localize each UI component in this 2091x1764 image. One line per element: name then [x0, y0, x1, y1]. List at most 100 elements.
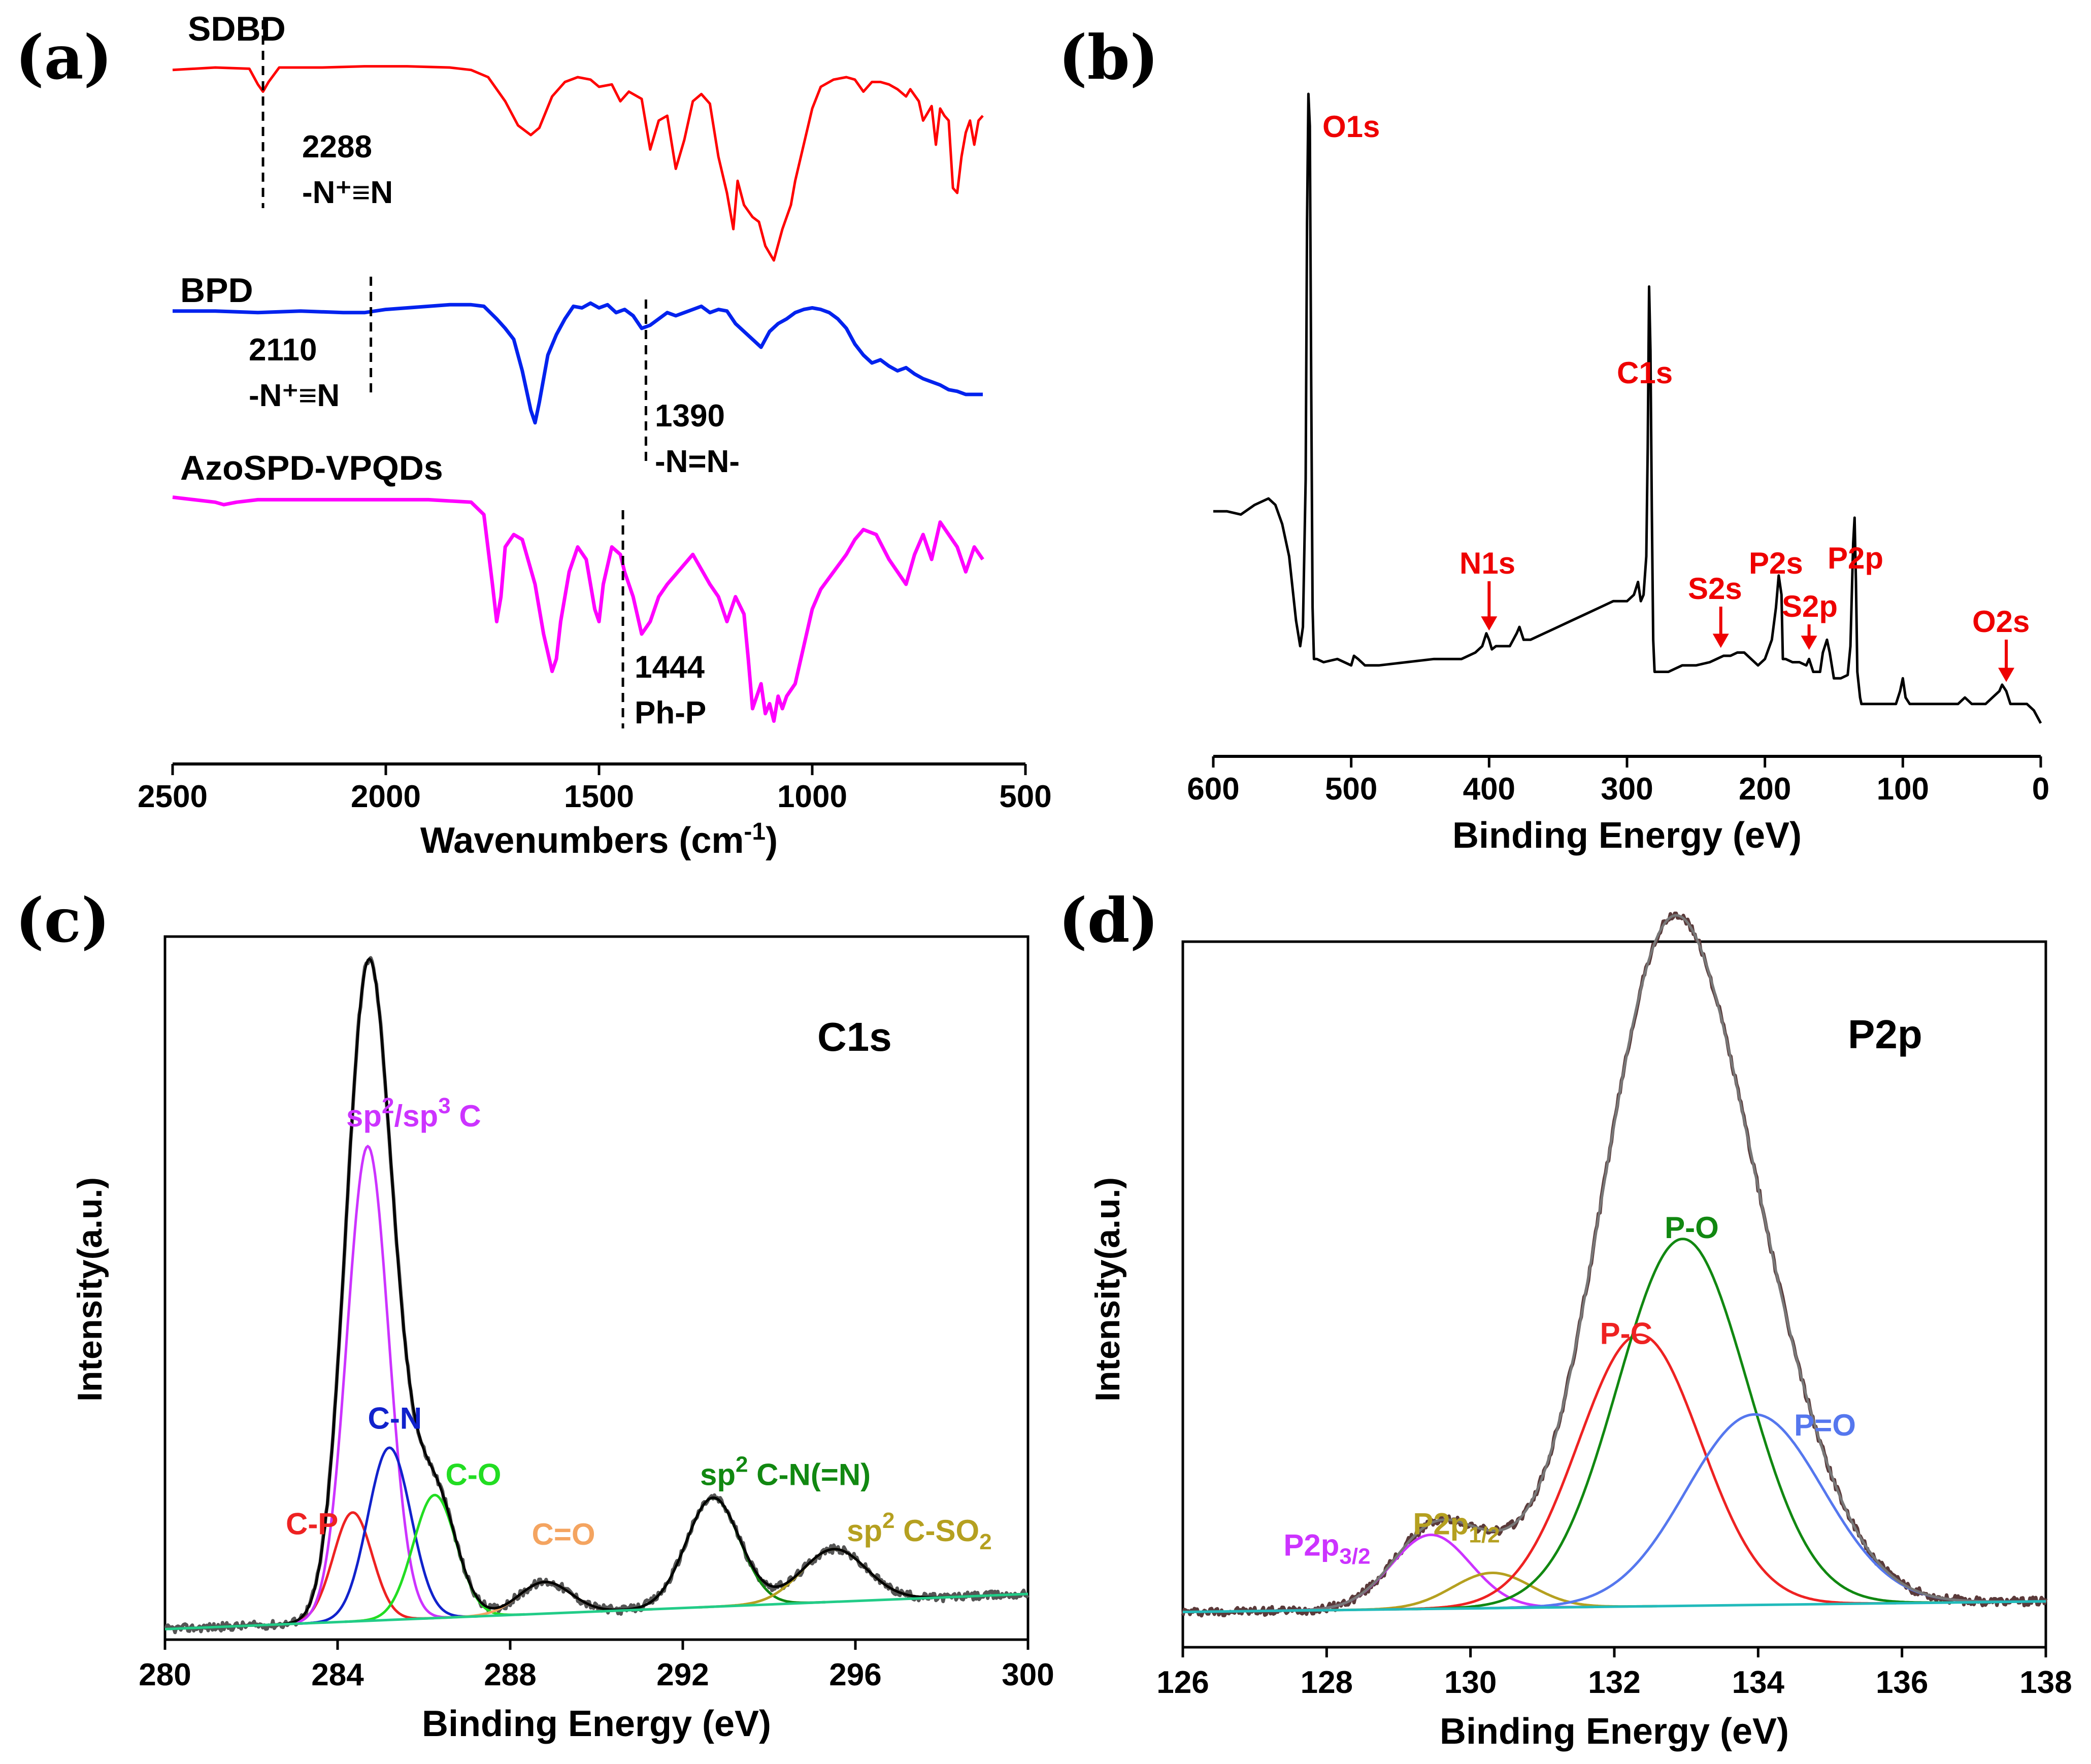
curve-label: SDBD: [188, 10, 286, 48]
panel-c-c1s-chart: (c) 280 284 288 292 296 300 Binding Energy (eV)…: [15, 885, 1054, 1744]
x-tick-label: 130: [1444, 1665, 1497, 1700]
envelope-fit-line: [1183, 914, 2046, 1613]
peak-arrowhead: [1801, 636, 1817, 650]
peak-label: C-N: [368, 1402, 422, 1436]
peak-label-part: 3/2: [1339, 1544, 1370, 1569]
y-axis-title: Intensity(a.u.): [1088, 1177, 1127, 1402]
peak-label: P-O: [1665, 1211, 1719, 1245]
component-curve: [345, 1493, 525, 1623]
peak-arrowhead: [1481, 616, 1498, 631]
peak-label-part: 2: [382, 1093, 394, 1118]
x-tick-label: 296: [829, 1657, 881, 1692]
annotation-assignment: -N⁺≡N: [302, 175, 393, 210]
peak-label: C-O: [446, 1457, 502, 1491]
panel-label: (c): [15, 885, 110, 956]
x-tick-label: 500: [1325, 772, 1377, 807]
x-tick-label: 2000: [351, 779, 421, 814]
x-tick-label: 288: [484, 1657, 536, 1692]
peak-label-part: 2: [736, 1452, 748, 1477]
peak-label-part: sp: [346, 1099, 382, 1133]
component-curve: [281, 1144, 454, 1626]
peak-label-s2p: S2p: [1782, 589, 1838, 623]
panel-b-xps-survey-chart: (b) 600 500 400 300 200 100 0 Binding Energy (eV…: [1058, 22, 2049, 856]
x-tick-label: 134: [1732, 1665, 1785, 1700]
x-tick-label: 500: [999, 779, 1051, 814]
x-tick-label: 200: [1739, 772, 1791, 807]
peak-label: C-P: [286, 1507, 338, 1541]
baseline-line: [164, 1592, 1028, 1630]
x-tick-label: 0: [2032, 772, 2049, 807]
peak-label-part: C: [451, 1099, 481, 1133]
panel-label: (a): [15, 22, 112, 93]
x-tick-label: 1000: [777, 779, 847, 814]
envelope-fit-line: [164, 957, 1028, 1630]
x-axis-title-main: Wavenumbers (cm: [420, 820, 744, 861]
component-curve: [601, 1496, 825, 1613]
x-axis-title: Wavenumbers (cm-1): [420, 818, 778, 861]
peak-label-part: /sp: [394, 1099, 439, 1133]
x-axis-title-sup: -1: [744, 818, 766, 845]
peak-label-s2s: S2s: [1688, 572, 1742, 606]
annotation-assignment: -N=N-: [655, 444, 740, 479]
peak-label-part: C-SO: [895, 1514, 980, 1548]
annotation-value: 2288: [302, 129, 372, 164]
panel-a-ftir-chart: (a) 2500 2000 1500 1000 500 Wavenumbers (cm-1)…: [15, 10, 1052, 861]
panel-label: (d): [1058, 885, 1158, 956]
panel-label: (b): [1058, 22, 1158, 93]
x-tick-label: 2500: [138, 779, 208, 814]
peak-label: sp2 C-N(=N): [700, 1452, 871, 1491]
peak-arrowhead: [1998, 668, 2015, 682]
peak-label: sp2/sp3 C: [346, 1093, 481, 1133]
x-tick-label: 100: [1877, 772, 1929, 807]
component-curve: [1411, 1238, 1954, 1611]
curve-label: BPD: [180, 271, 253, 310]
curve-label: AzoSPD-VPQDs: [180, 449, 443, 487]
x-tick-label: 400: [1463, 772, 1515, 807]
x-axis-title: Binding Energy (eV): [422, 1704, 771, 1744]
peak-label: sp2 C-SO2: [847, 1508, 992, 1554]
peak-label-part: sp: [700, 1457, 736, 1491]
peak-label-part: C-N(=N): [748, 1457, 871, 1491]
x-tick-label: 300: [1002, 1657, 1054, 1692]
annotation-value: 1390: [655, 398, 725, 434]
peak-label-part: 1/2: [1469, 1523, 1500, 1548]
y-axis-title: Intensity(a.u.): [71, 1177, 109, 1402]
x-tick-label: 126: [1156, 1665, 1209, 1700]
x-axis-title: Binding Energy (eV): [1440, 1711, 1789, 1752]
x-tick-label: 600: [1187, 772, 1239, 807]
peak-label-part: sp: [847, 1514, 882, 1548]
series-line-survey: [1213, 92, 2042, 724]
peak-label-part: P2p: [1283, 1528, 1339, 1562]
peak-arrowhead: [1712, 634, 1729, 648]
annotation-assignment: Ph-P: [635, 695, 706, 730]
peak-label-part: P2p: [1413, 1507, 1469, 1541]
panel-d-p2p-chart: (d) 126 128 130 132 134 136 138 Binding Energy (…: [1058, 885, 2072, 1752]
peak-label-n1s: N1s: [1459, 546, 1515, 580]
annotation-value: 2110: [249, 332, 317, 368]
x-tick-label: 292: [656, 1657, 709, 1692]
baseline-line: [1182, 1600, 2046, 1613]
x-axis-title: Binding Energy (eV): [1452, 815, 1802, 856]
peak-label: C=O: [532, 1517, 595, 1551]
peak-label-part: 2: [882, 1508, 894, 1533]
peak-label: P2p3/2: [1283, 1528, 1370, 1569]
component-curve: [298, 1446, 479, 1625]
x-tick-label: 280: [139, 1657, 191, 1692]
x-tick-label: 138: [2019, 1665, 2072, 1700]
series-line-bpd: [173, 301, 983, 425]
peak-label-part: 3: [438, 1093, 450, 1118]
peak-label-part: 2: [979, 1529, 991, 1554]
plot-frame: [163, 935, 1030, 1641]
peak-label: P-C: [1600, 1316, 1652, 1350]
peak-label: P=O: [1794, 1408, 1856, 1442]
peak-label: P2p1/2: [1413, 1507, 1500, 1548]
x-axis-title-tail: ): [766, 820, 778, 861]
peak-label-o2s: O2s: [1972, 605, 2030, 639]
panel-title: P2p: [1848, 1012, 1922, 1057]
series-line-azospd-vpqds: [172, 495, 984, 723]
peak-label-o1s: O1s: [1322, 110, 1380, 144]
peak-label-c1s: C1s: [1617, 356, 1673, 390]
annotation-assignment: -N⁺≡N: [249, 378, 340, 413]
x-tick-label: 1500: [564, 779, 634, 814]
